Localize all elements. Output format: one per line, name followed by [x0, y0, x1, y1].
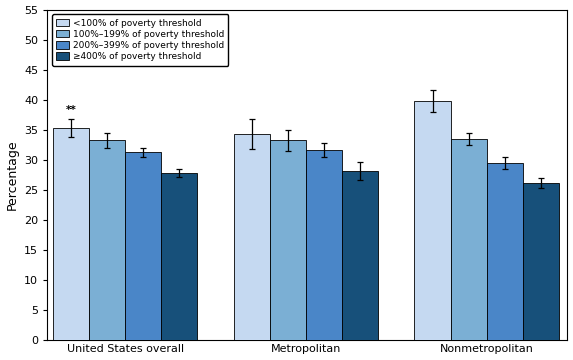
- Y-axis label: Percentage: Percentage: [6, 139, 18, 210]
- Bar: [342, 171, 378, 339]
- Bar: [125, 152, 162, 339]
- Bar: [53, 129, 89, 339]
- Bar: [270, 140, 306, 339]
- Bar: [234, 134, 270, 339]
- Bar: [414, 101, 450, 339]
- Legend: <100% of poverty threshold, 100%–199% of poverty threshold, 200%–399% of poverty: <100% of poverty threshold, 100%–199% of…: [52, 14, 229, 66]
- Text: **: **: [65, 104, 76, 114]
- Bar: [523, 183, 559, 339]
- Bar: [162, 173, 198, 339]
- Bar: [306, 150, 342, 339]
- Bar: [89, 140, 125, 339]
- Bar: [450, 139, 487, 339]
- Bar: [487, 163, 523, 339]
